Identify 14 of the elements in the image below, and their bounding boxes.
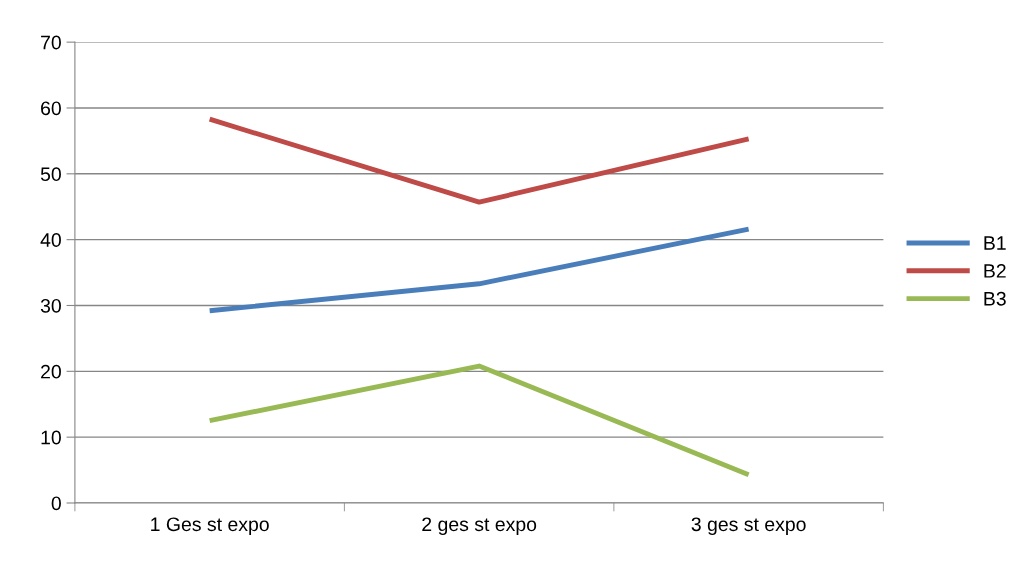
y-tick-label: 10: [41, 430, 61, 445]
legend-label: B2: [984, 264, 1006, 278]
y-tick-label: 60: [41, 101, 61, 116]
x-tick-label: 3 ges st expo: [691, 517, 806, 535]
legend-label: B3: [984, 291, 1006, 306]
y-tick-label: 0: [51, 496, 61, 511]
legend-label: B1: [984, 236, 1006, 250]
y-tick-label: 20: [41, 364, 61, 379]
x-tick-label: 1 Ges st expo: [151, 517, 269, 535]
y-tick-label: 40: [40, 233, 61, 247]
x-tick-label: 2 ges st expo: [422, 517, 537, 535]
y-tick-label: 50: [40, 167, 61, 182]
y-tick-label: 30: [40, 298, 61, 313]
y-tick-label: 70: [41, 35, 61, 50]
